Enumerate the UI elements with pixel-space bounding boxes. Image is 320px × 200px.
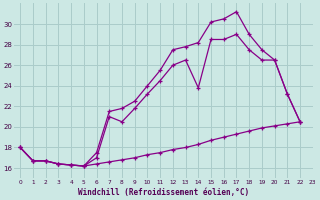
X-axis label: Windchill (Refroidissement éolien,°C): Windchill (Refroidissement éolien,°C) bbox=[78, 188, 249, 197]
